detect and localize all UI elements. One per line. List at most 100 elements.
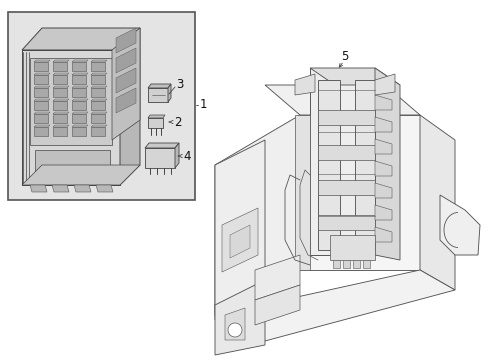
Polygon shape bbox=[255, 285, 300, 325]
Polygon shape bbox=[72, 60, 88, 62]
Polygon shape bbox=[148, 88, 168, 102]
Polygon shape bbox=[30, 185, 47, 192]
Polygon shape bbox=[310, 68, 400, 85]
Polygon shape bbox=[91, 62, 105, 71]
Polygon shape bbox=[34, 60, 50, 62]
Polygon shape bbox=[330, 235, 375, 260]
Polygon shape bbox=[91, 112, 107, 114]
Polygon shape bbox=[91, 75, 105, 84]
Polygon shape bbox=[34, 62, 48, 71]
Polygon shape bbox=[22, 28, 140, 50]
Polygon shape bbox=[145, 148, 175, 168]
Polygon shape bbox=[34, 86, 50, 88]
Polygon shape bbox=[420, 115, 455, 290]
Bar bbox=[8, 12, 195, 200]
Polygon shape bbox=[91, 88, 105, 97]
Polygon shape bbox=[318, 180, 375, 195]
Polygon shape bbox=[52, 175, 62, 182]
Polygon shape bbox=[91, 114, 105, 123]
Polygon shape bbox=[112, 28, 140, 140]
Polygon shape bbox=[222, 208, 258, 272]
Polygon shape bbox=[91, 73, 107, 75]
Polygon shape bbox=[53, 127, 67, 136]
Polygon shape bbox=[91, 99, 107, 101]
Polygon shape bbox=[53, 73, 69, 75]
Polygon shape bbox=[116, 28, 136, 53]
Text: 3: 3 bbox=[176, 77, 183, 90]
Polygon shape bbox=[53, 114, 67, 123]
Polygon shape bbox=[363, 260, 370, 268]
Polygon shape bbox=[72, 75, 86, 84]
Polygon shape bbox=[34, 101, 48, 110]
Polygon shape bbox=[333, 260, 340, 268]
Polygon shape bbox=[91, 125, 107, 127]
Text: 4: 4 bbox=[183, 149, 191, 162]
Polygon shape bbox=[148, 84, 171, 88]
Polygon shape bbox=[230, 225, 250, 258]
Polygon shape bbox=[375, 117, 392, 132]
Polygon shape bbox=[215, 140, 265, 315]
Polygon shape bbox=[225, 308, 245, 340]
Polygon shape bbox=[35, 150, 110, 175]
Polygon shape bbox=[148, 115, 165, 118]
Polygon shape bbox=[53, 112, 69, 114]
Polygon shape bbox=[53, 88, 67, 97]
Polygon shape bbox=[72, 86, 88, 88]
Polygon shape bbox=[295, 115, 310, 270]
Polygon shape bbox=[34, 88, 48, 97]
Text: 5: 5 bbox=[342, 50, 349, 63]
Polygon shape bbox=[255, 255, 300, 300]
Polygon shape bbox=[91, 86, 107, 88]
Polygon shape bbox=[53, 99, 69, 101]
Text: 2: 2 bbox=[174, 116, 181, 129]
Polygon shape bbox=[72, 125, 88, 127]
Polygon shape bbox=[53, 101, 67, 110]
Polygon shape bbox=[375, 139, 392, 154]
Polygon shape bbox=[72, 101, 86, 110]
Polygon shape bbox=[91, 60, 107, 62]
Polygon shape bbox=[120, 28, 140, 185]
Polygon shape bbox=[295, 74, 315, 95]
Polygon shape bbox=[53, 60, 69, 62]
Polygon shape bbox=[34, 73, 50, 75]
Polygon shape bbox=[34, 112, 50, 114]
Polygon shape bbox=[116, 68, 136, 93]
Polygon shape bbox=[52, 185, 69, 192]
Polygon shape bbox=[168, 84, 171, 102]
Circle shape bbox=[228, 323, 242, 337]
Polygon shape bbox=[310, 68, 375, 255]
Polygon shape bbox=[34, 127, 48, 136]
Polygon shape bbox=[375, 161, 392, 176]
Polygon shape bbox=[215, 270, 455, 345]
Polygon shape bbox=[116, 88, 136, 113]
Polygon shape bbox=[375, 95, 392, 110]
Polygon shape bbox=[34, 75, 48, 84]
Polygon shape bbox=[375, 227, 392, 242]
Polygon shape bbox=[145, 143, 179, 148]
Polygon shape bbox=[53, 125, 69, 127]
Polygon shape bbox=[300, 115, 420, 270]
Polygon shape bbox=[22, 165, 140, 185]
Polygon shape bbox=[375, 183, 392, 198]
Polygon shape bbox=[148, 118, 163, 128]
Polygon shape bbox=[53, 62, 67, 71]
Polygon shape bbox=[318, 145, 375, 160]
Polygon shape bbox=[91, 101, 105, 110]
Polygon shape bbox=[38, 175, 48, 182]
Polygon shape bbox=[72, 62, 86, 71]
Polygon shape bbox=[355, 80, 375, 250]
Polygon shape bbox=[116, 48, 136, 73]
Polygon shape bbox=[34, 99, 50, 101]
Polygon shape bbox=[96, 185, 113, 192]
Polygon shape bbox=[34, 125, 50, 127]
Polygon shape bbox=[343, 260, 350, 268]
Polygon shape bbox=[53, 75, 67, 84]
Polygon shape bbox=[375, 74, 395, 95]
Polygon shape bbox=[22, 50, 120, 185]
Polygon shape bbox=[72, 112, 88, 114]
Polygon shape bbox=[440, 195, 480, 255]
Polygon shape bbox=[318, 80, 340, 250]
Polygon shape bbox=[66, 175, 76, 182]
Polygon shape bbox=[53, 86, 69, 88]
Polygon shape bbox=[80, 175, 90, 182]
